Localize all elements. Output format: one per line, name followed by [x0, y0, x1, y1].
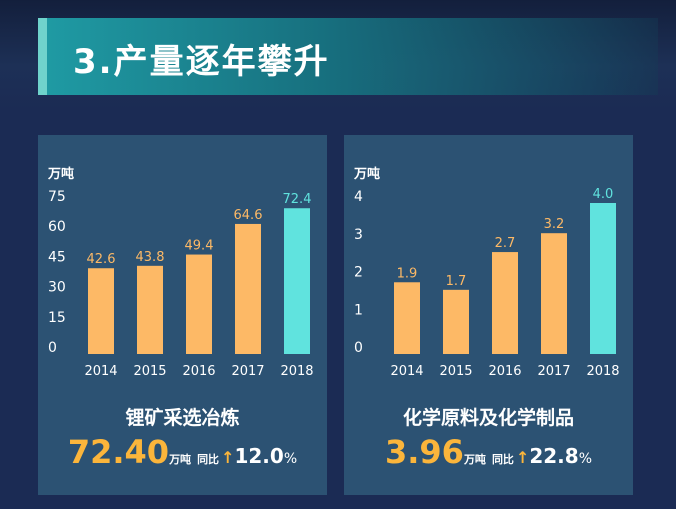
up-arrow-icon: ↑ [515, 448, 530, 467]
y-axis-unit: 万吨 [48, 167, 75, 182]
chart-panel-chemical: 万吨 0 1 2 3 4 1.9 2014 1.7 2015 2.7 2016 3.2 2017 4.0 2… [344, 135, 633, 495]
bar-2015 [443, 289, 469, 354]
data-label: 4.0 [593, 187, 614, 202]
data-label: 49.4 [185, 239, 214, 254]
y-tick-label: 0 [48, 340, 57, 356]
x-tick-label: 2017 [231, 364, 264, 379]
y-tick-label: 3 [354, 227, 363, 243]
data-label: 43.8 [136, 250, 165, 265]
summary-value: 72.40 [67, 433, 170, 471]
bar-2014 [394, 282, 420, 354]
bar-2018 [590, 203, 616, 354]
y-tick-label: 60 [48, 219, 66, 235]
summary-stat: 3.96万吨 同比 ↑22.8% [344, 433, 633, 471]
yoy-unit: % [283, 451, 298, 467]
x-tick-label: 2016 [488, 364, 521, 379]
y-axis-unit: 万吨 [354, 167, 381, 182]
data-label: 42.6 [87, 252, 116, 267]
summary-stat: 72.40万吨 同比 ↑12.0% [38, 433, 327, 471]
chart-title: 化学原料及化学制品 [402, 407, 574, 429]
y-tick-label: 2 [354, 265, 363, 281]
x-tick-label: 2014 [390, 364, 423, 379]
bar-2017 [541, 233, 567, 354]
yoy-value: 12.0 [234, 444, 284, 468]
yoy-unit: % [578, 451, 593, 467]
yoy-label: 同比 [197, 453, 220, 466]
bar-2016 [186, 254, 212, 354]
x-tick-label: 2015 [133, 364, 166, 379]
data-label: 3.2 [544, 217, 565, 232]
y-tick-label: 45 [48, 249, 66, 265]
x-tick-label: 2017 [537, 364, 570, 379]
bar-2014 [88, 268, 114, 354]
y-tick-label: 0 [354, 340, 363, 356]
chart-panel-lithium: 万吨 0 15 30 45 60 75 42.6 2014 43.8 2015 49.4 2016 64… [38, 135, 327, 495]
yoy-label: 同比 [491, 453, 514, 466]
x-tick-label: 2014 [84, 364, 117, 379]
y-tick-label: 4 [354, 189, 363, 205]
summary-unit: 万吨 [463, 453, 486, 466]
bar-2015 [137, 265, 163, 354]
bar-2016 [492, 252, 518, 354]
x-tick-label: 2018 [280, 364, 313, 379]
x-tick-label: 2015 [439, 364, 472, 379]
page-title: 3.产量逐年攀升 [73, 42, 330, 82]
yoy-value: 22.8 [529, 444, 579, 468]
data-label: 1.9 [397, 266, 418, 281]
x-tick-label: 2016 [182, 364, 215, 379]
data-label: 1.7 [446, 274, 467, 289]
x-tick-label: 2018 [586, 364, 619, 379]
up-arrow-icon: ↑ [221, 448, 235, 467]
data-label: 72.4 [283, 192, 312, 207]
y-tick-label: 30 [48, 280, 66, 296]
chart-title: 锂矿采选冶炼 [125, 407, 240, 429]
y-tick-label: 15 [48, 310, 66, 326]
bar-2018 [284, 208, 310, 354]
bar-2017 [235, 223, 261, 354]
y-tick-label: 75 [48, 189, 66, 205]
data-label: 2.7 [495, 236, 516, 251]
data-label: 64.6 [234, 208, 263, 223]
section-banner: 3.产量逐年攀升 [38, 18, 658, 95]
summary-unit: 万吨 [169, 453, 192, 466]
bar-chart-lithium: 0 15 30 45 60 75 42.6 2014 43.8 2015 49.4 2016 64.6 2… [48, 189, 314, 379]
bar-chart-chemical: 0 1 2 3 4 1.9 2014 1.7 2015 2.7 2016 3.2 2017 4.0 2018 [354, 187, 620, 379]
summary-value: 3.96 [384, 433, 464, 471]
y-tick-label: 1 [354, 302, 363, 318]
